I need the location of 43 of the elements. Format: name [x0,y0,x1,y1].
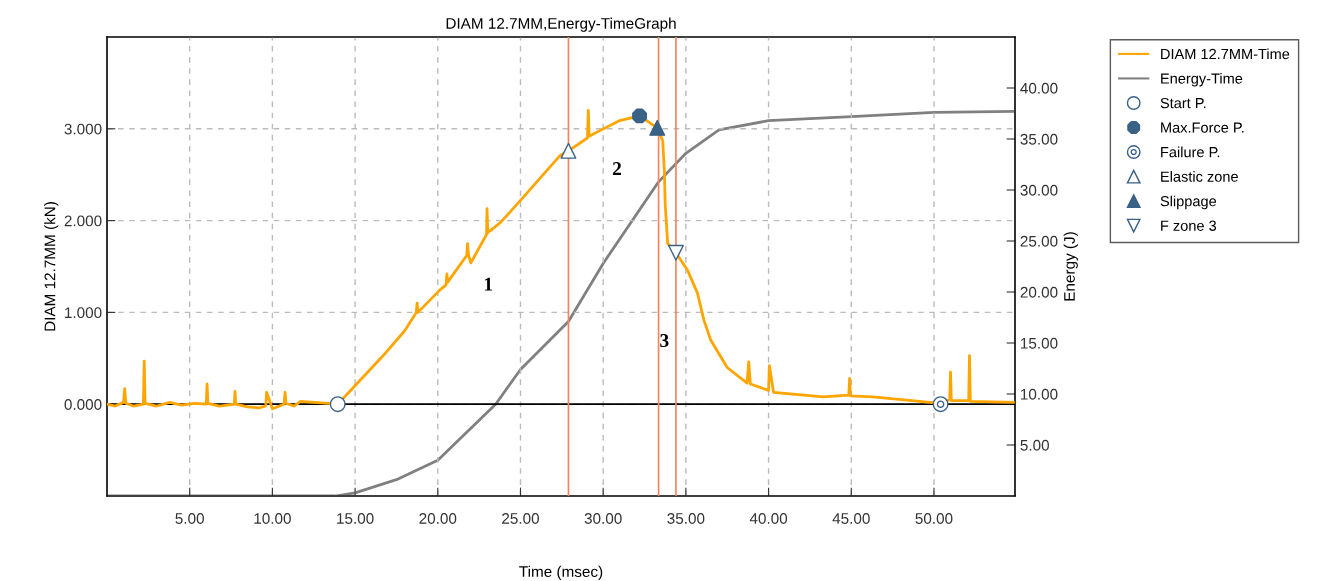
y-tick-label: 1.000 [65,307,102,319]
y2-tick-label: 15.00 [1021,337,1058,349]
y2-tick-label: 25.00 [1020,235,1058,247]
point [560,142,577,159]
legend-label: Energy-Time [1161,72,1243,87]
annotation: 2 [612,162,621,175]
x-tick-label: 45.00 [832,513,870,524]
line-series [107,109,1015,411]
x-tick-label: 25.00 [502,513,539,524]
point [667,244,684,261]
y-tick-label: 2.000 [64,215,102,227]
annotation: 3 [660,334,669,348]
x-tick-label: 50.00 [915,513,953,524]
y-tick-label: 3.000 [64,123,102,135]
y2-tick-label: 30.00 [1020,184,1058,196]
point [649,119,666,136]
x-tick-label: 15.00 [337,513,374,524]
legend-label: Slippage [1160,195,1217,210]
legend-label: DIAM 12.7MM-Time [1161,48,1290,60]
y-tick-label: 0.000 [64,399,102,410]
y2-tick-label: 40.00 [1020,82,1058,94]
x-tick-label: 35.00 [667,513,705,524]
y2-axis-title: Energy (J) [1063,232,1078,301]
y2-tick-label: 35.00 [1020,133,1058,145]
y2-tick-label: 10.00 [1021,388,1058,400]
legend-label: F zone 3 [1161,220,1217,231]
x-tick-label: 30.00 [584,513,622,524]
x-tick-label: 10.00 [254,513,291,524]
legend-label: Failure P. [1161,146,1220,158]
x-tick-label: 20.00 [419,513,457,524]
annotation: 1 [484,277,493,291]
chart-title: DIAM 12.7MM,Energy-TimeGraph [446,17,676,32]
x-tick-label: 5.00 [175,513,204,524]
x-axis-title: Time (msec) [519,565,603,581]
y2-tick-label: 20.00 [1020,286,1058,298]
y2-tick-label: 5.00 [1020,439,1049,451]
x-tick-label: 40.00 [749,513,788,524]
y-axis-title: DIAM 12.7MM (kN) [44,202,59,331]
point [632,108,647,124]
legend-label: Elastic zone [1161,171,1238,182]
legend-label: Start P. [1160,97,1206,109]
legend-label: Max.Force P. [1161,122,1244,133]
point [329,396,346,413]
